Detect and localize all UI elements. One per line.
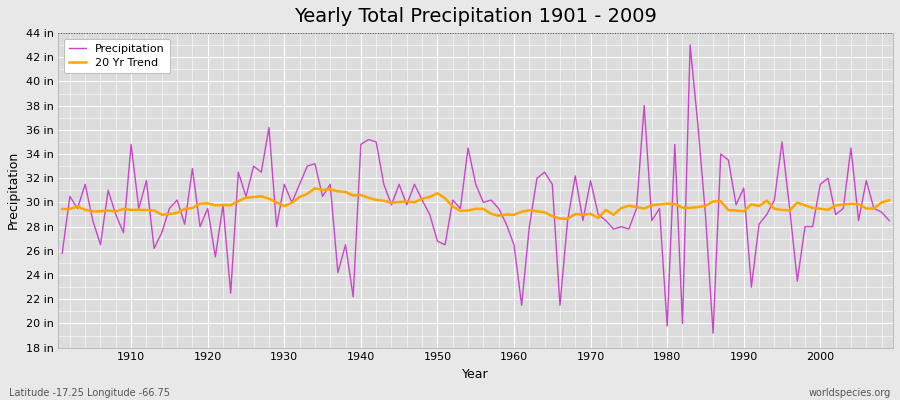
Precipitation bbox=[57, 251, 68, 256]
20 Yr Trend bbox=[884, 198, 895, 203]
Precipitation bbox=[508, 242, 519, 247]
Precipitation bbox=[685, 43, 696, 48]
X-axis label: Year: Year bbox=[463, 368, 489, 381]
20 Yr Trend bbox=[118, 206, 129, 211]
Text: Latitude -17.25 Longitude -66.75: Latitude -17.25 Longitude -66.75 bbox=[9, 388, 170, 398]
20 Yr Trend bbox=[57, 206, 68, 211]
Precipitation bbox=[600, 218, 611, 223]
Line: Precipitation: Precipitation bbox=[62, 45, 889, 333]
Precipitation bbox=[707, 331, 718, 336]
Line: 20 Yr Trend: 20 Yr Trend bbox=[62, 188, 889, 219]
Precipitation bbox=[286, 200, 297, 205]
20 Yr Trend bbox=[517, 209, 527, 214]
Precipitation bbox=[118, 230, 129, 235]
20 Yr Trend bbox=[310, 186, 320, 191]
Legend: Precipitation, 20 Yr Trend: Precipitation, 20 Yr Trend bbox=[64, 39, 170, 73]
20 Yr Trend bbox=[616, 206, 626, 210]
Precipitation bbox=[884, 218, 895, 223]
Y-axis label: Precipitation: Precipitation bbox=[7, 151, 20, 230]
20 Yr Trend bbox=[340, 190, 351, 194]
Precipitation bbox=[501, 222, 512, 227]
Title: Yearly Total Precipitation 1901 - 2009: Yearly Total Precipitation 1901 - 2009 bbox=[294, 7, 657, 26]
20 Yr Trend bbox=[508, 212, 519, 217]
Precipitation bbox=[332, 270, 343, 275]
Text: worldspecies.org: worldspecies.org bbox=[809, 388, 891, 398]
20 Yr Trend bbox=[562, 216, 573, 221]
20 Yr Trend bbox=[286, 200, 297, 205]
